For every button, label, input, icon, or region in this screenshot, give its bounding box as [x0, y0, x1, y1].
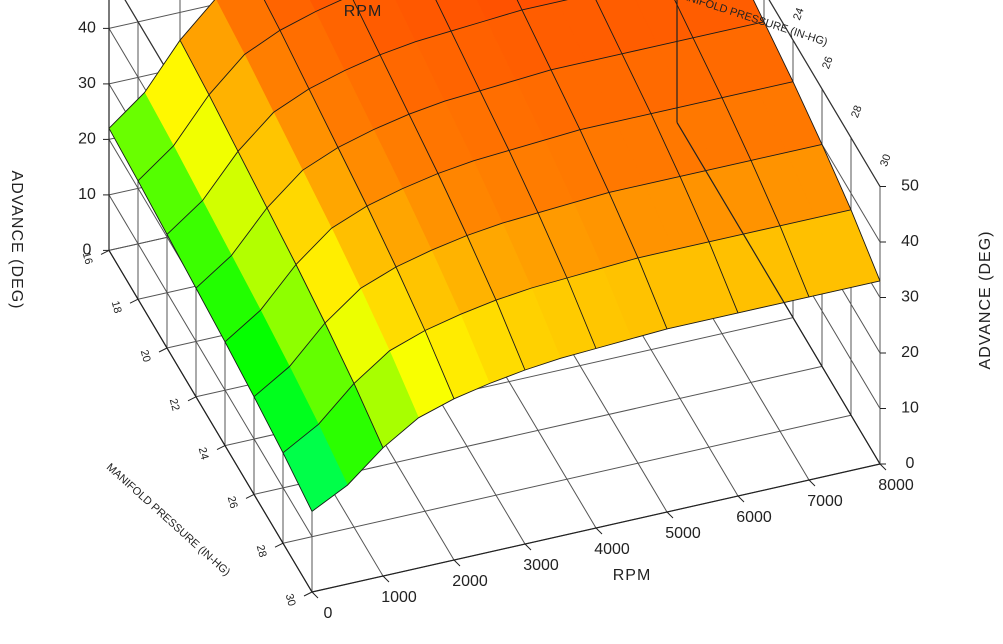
tick-mark: [187, 396, 197, 402]
frame-line: [768, 0, 881, 187]
tick-mark: [737, 495, 745, 503]
tick-mark: [382, 575, 390, 583]
x-tick-label: 0: [324, 605, 333, 622]
z-tick-label-right: 40: [901, 233, 919, 250]
tick-mark: [274, 542, 284, 548]
tick-mark: [158, 347, 168, 353]
grid-line: [108, 194, 313, 537]
z-tick-label: 30: [78, 75, 96, 92]
mesh-line: [674, 0, 810, 298]
x-tick-label: 4000: [594, 541, 630, 558]
y-tick-label: 22: [167, 397, 182, 412]
z-tick-label-right: 10: [901, 400, 919, 417]
tick-mark: [303, 591, 313, 597]
y-tick-label: 30: [283, 593, 298, 608]
x-axis-title-top: RPM: [344, 3, 383, 20]
frame-line: [108, 250, 313, 593]
y-tick-label: 18: [109, 300, 124, 315]
y-tick-label-top: 26: [820, 55, 835, 71]
y-tick-label: 16: [80, 251, 95, 266]
z-axis-title: ADVANCE (DEG): [8, 171, 25, 310]
tick-mark: [595, 527, 603, 535]
z-axis-title-right: ADVANCE (DEG): [977, 231, 994, 370]
x-tick-label: 1000: [381, 589, 417, 606]
z-tick-label-right: 20: [901, 344, 919, 361]
tick-mark: [879, 463, 887, 471]
z-tick-label: 40: [78, 20, 96, 37]
x-tick-label: 6000: [736, 509, 772, 526]
mesh-line: [108, 128, 313, 512]
mesh-line: [435, 0, 597, 349]
tick-mark: [666, 511, 674, 519]
x-axis-title: RPM: [613, 567, 652, 584]
x-tick-label: 2000: [452, 573, 488, 590]
z-tick-label-right: 50: [901, 178, 919, 195]
tick-mark: [311, 591, 319, 599]
mesh-line: [108, 0, 216, 129]
mesh-line: [263, 0, 455, 399]
z-tick-label: 0: [83, 242, 92, 259]
tick-mark: [524, 543, 532, 551]
tick-mark: [808, 479, 816, 487]
tick-mark: [129, 298, 139, 304]
y-tick-label-top: 24: [791, 6, 806, 22]
y-tick-label-top: 28: [849, 104, 864, 120]
mesh-line: [352, 0, 526, 371]
surface-patch: [309, 0, 342, 12]
surface-mesh: [108, 0, 881, 512]
z-tick-label: 20: [78, 131, 96, 148]
grid-line: [282, 414, 852, 544]
tick-mark: [100, 249, 110, 255]
mesh-line: [137, 0, 343, 182]
z-tick-label-right: 30: [901, 289, 919, 306]
y-tick-label: 26: [225, 495, 240, 510]
tick-mark: [453, 559, 461, 567]
frame-line: [676, 122, 881, 465]
x-tick-label: 3000: [523, 557, 559, 574]
x-tick-label: 5000: [665, 525, 701, 542]
x-tick-label: 8000: [878, 477, 914, 494]
z-tick-label: 10: [78, 186, 96, 203]
y-tick-label-top: 30: [878, 153, 893, 169]
mesh-line: [516, 0, 668, 330]
y-tick-label: 24: [196, 446, 211, 461]
y-tick-label: 20: [138, 349, 153, 364]
y-tick-label: 28: [254, 544, 269, 559]
x-tick-label: 7000: [807, 493, 843, 510]
z-tick-label-right: 0: [906, 455, 915, 472]
grid-line: [108, 0, 238, 29]
tick-mark: [245, 493, 255, 499]
y-axis-title: MANIFOLD PRESSURE (IN-HG): [104, 461, 232, 578]
mesh-line: [752, 0, 881, 282]
mesh-line: [179, 39, 384, 448]
mesh-line: [595, 0, 739, 314]
tick-mark: [216, 445, 226, 451]
